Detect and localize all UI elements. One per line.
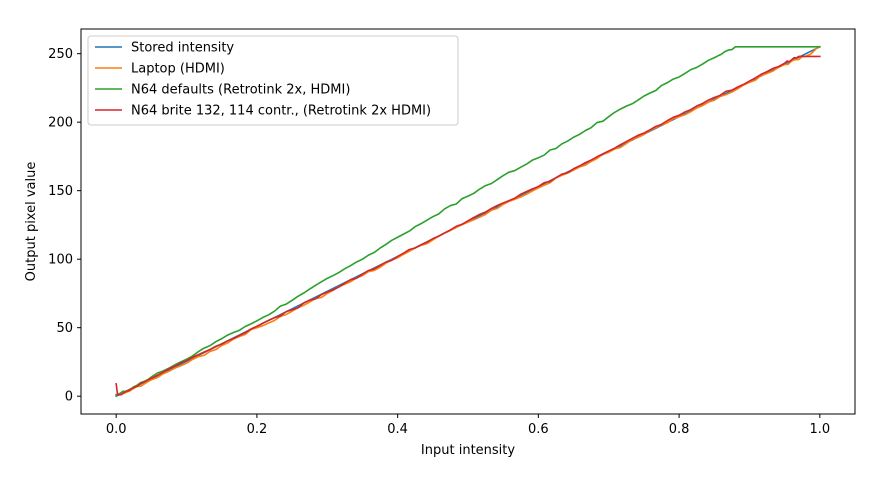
y-tick-label: 100 <box>48 253 73 268</box>
y-tick-label: 250 <box>48 47 73 62</box>
legend: Stored intensity Laptop (HDMI) N64 default… <box>87 35 459 126</box>
plot-frame <box>80 28 856 415</box>
y-axis: 0 50 100 150 200 250 <box>48 47 81 405</box>
x-tick-label: 0.0 <box>106 422 127 437</box>
y-axis-label: Output pixel value <box>24 162 39 282</box>
legend-label: Laptop (HDMI) <box>131 62 225 77</box>
x-tick-label: 0.8 <box>669 422 690 437</box>
series-line-4 <box>115 55 821 396</box>
x-tick-label: 1.0 <box>809 422 830 437</box>
legend-label: Stored intensity <box>131 41 234 56</box>
y-tick-label: 150 <box>48 184 73 199</box>
y-tick-label: 50 <box>56 321 73 336</box>
x-tick-label: 0.6 <box>528 422 549 437</box>
series-line-3 <box>115 46 821 396</box>
x-tick-label: 0.2 <box>247 422 268 437</box>
legend-box <box>87 35 459 126</box>
y-tick-label: 200 <box>48 116 73 131</box>
x-axis: 0.0 0.2 0.4 0.6 0.8 1.0 <box>106 414 830 437</box>
x-axis-label: Input intensity <box>421 443 515 458</box>
series-layer <box>115 45 821 398</box>
legend-label: N64 defaults (Retrotink 2x, HDMI) <box>131 83 350 98</box>
y-tick-label: 0 <box>65 390 73 405</box>
legend-label: N64 brite 132, 114 contr., (Retrotink 2x… <box>131 104 431 119</box>
x-tick-label: 0.4 <box>387 422 408 437</box>
series-line-2 <box>115 45 821 396</box>
